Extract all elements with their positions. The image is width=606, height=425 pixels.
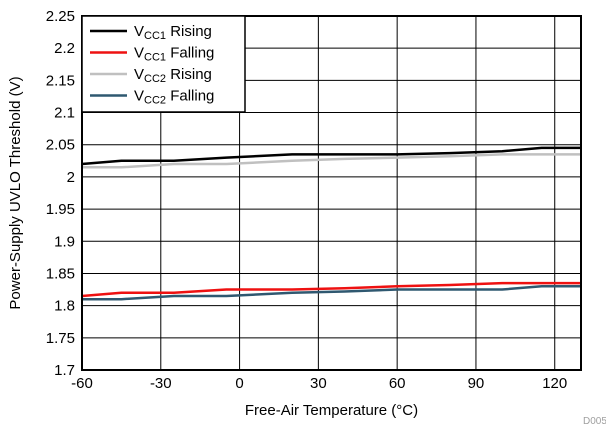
- legend-main: V: [134, 66, 144, 83]
- x-tick-label: 90: [468, 375, 485, 392]
- legend-subscript: CC1: [144, 52, 166, 64]
- legend-entry: VCC1 Falling: [134, 45, 214, 64]
- x-axis-label: Free-Air Temperature (°C): [245, 402, 418, 419]
- y-tick-label: 1.8: [54, 298, 75, 315]
- series-line-1: [81, 146, 581, 166]
- y-tick-label: 2.1: [54, 105, 75, 122]
- y-tick-label: 2.25: [46, 8, 75, 25]
- x-tick-label: 30: [310, 375, 327, 392]
- legend-rest: Falling: [166, 88, 214, 105]
- legend-main: V: [134, 45, 144, 62]
- x-tick-label: -30: [150, 375, 172, 392]
- y-tick-label: 2.2: [54, 40, 75, 57]
- legend-main: V: [134, 88, 144, 105]
- legend-main: V: [134, 23, 144, 40]
- y-tick-label: 1.9: [54, 233, 75, 250]
- legend-entry: VCC2 Falling: [134, 88, 214, 107]
- grid: [81, 15, 581, 371]
- legend-rest: Rising: [166, 23, 212, 40]
- x-tick-label: 120: [542, 375, 567, 392]
- legend-subscript: CC1: [144, 30, 166, 42]
- plot-area: [81, 15, 582, 371]
- series-line-2: [81, 281, 581, 298]
- y-tick-label: 1.75: [46, 330, 75, 347]
- series-line-4: [82, 285, 581, 301]
- figure-code: D005: [583, 416, 606, 425]
- legend-subscript: CC2: [144, 73, 166, 85]
- y-tick-label: 1.85: [46, 265, 75, 282]
- x-tick-label: -60: [71, 375, 93, 392]
- y-tick-label: 2: [67, 169, 75, 186]
- x-tick-label: 0: [235, 375, 243, 392]
- x-tick-label: 60: [389, 375, 406, 392]
- y-axis-label: Power-Supply UVLO Threshold (V): [7, 76, 24, 309]
- legend-entry: VCC1 Rising: [134, 23, 212, 42]
- tick-labels: -60 -30 0 30 60 90 120 1.7 1.75 1.8 1.85 1.9 1.95 2 2.…: [46, 8, 567, 392]
- series-lines: [81, 146, 581, 301]
- y-tick-label: 1.7: [54, 362, 75, 379]
- legend-subscript: CC2: [144, 95, 166, 107]
- legend-rest: Rising: [166, 66, 212, 83]
- y-tick-label: 1.95: [46, 201, 75, 218]
- y-tick-label: 2.15: [46, 72, 75, 89]
- legend-entry: VCC2 Rising: [134, 66, 212, 85]
- legend-rest: Falling: [166, 45, 214, 62]
- y-tick-label: 2.05: [46, 137, 75, 154]
- series-line-3: [82, 153, 581, 169]
